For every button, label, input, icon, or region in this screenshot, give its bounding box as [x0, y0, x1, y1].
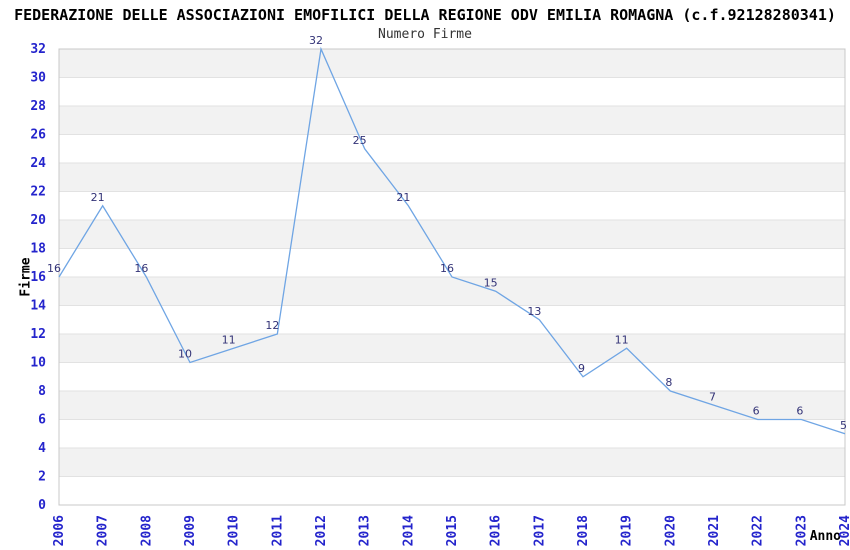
data-point-label: 12 [265, 319, 279, 332]
x-tick-label: 2015 [445, 515, 460, 546]
x-tick-label: 2022 [751, 515, 766, 546]
data-point-label: 8 [665, 376, 672, 389]
x-tick-label: 2009 [183, 515, 198, 546]
x-tick-label: 2023 [794, 515, 809, 546]
y-tick-label: 10 [30, 356, 46, 371]
data-point-label: 25 [353, 134, 367, 147]
data-point-label: 6 [753, 405, 760, 418]
plot-band [59, 277, 845, 306]
y-tick-label: 28 [30, 99, 46, 114]
x-tick-label: 2013 [358, 515, 373, 546]
x-tick-label: 2016 [489, 515, 504, 546]
data-point-label: 7 [709, 390, 716, 403]
data-point-label: 21 [396, 191, 410, 204]
data-point-label: 10 [178, 348, 192, 361]
y-tick-label: 32 [30, 42, 46, 57]
data-point-label: 16 [134, 262, 148, 275]
y-tick-label: 14 [30, 299, 46, 314]
data-point-label: 15 [484, 276, 498, 289]
x-tick-label: 2014 [401, 515, 416, 546]
x-tick-label: 2021 [707, 515, 722, 546]
data-point-label: 13 [527, 305, 541, 318]
chart-title: FEDERAZIONE DELLE ASSOCIAZIONI EMOFILICI… [14, 6, 836, 24]
data-point-label: 6 [796, 405, 803, 418]
x-tick-label: 2024 [838, 515, 850, 546]
data-point-label: 9 [578, 362, 585, 375]
x-tick-label: 2020 [663, 515, 678, 546]
y-tick-label: 26 [30, 128, 46, 143]
y-tick-label: 16 [30, 270, 46, 285]
plot-band [59, 220, 845, 249]
plot-band [59, 49, 845, 78]
x-tick-label: 2007 [96, 515, 111, 546]
data-point-label: 21 [91, 191, 105, 204]
y-tick-label: 18 [30, 242, 46, 257]
x-tick-label: 2008 [139, 515, 154, 546]
x-tick-label: 2018 [576, 515, 591, 546]
x-tick-label: 2012 [314, 515, 329, 546]
x-tick-label: 2017 [532, 515, 547, 546]
x-tick-label: 2019 [620, 515, 635, 546]
data-point-label: 11 [222, 333, 236, 346]
plot-band [59, 106, 845, 135]
y-tick-label: 22 [30, 185, 46, 200]
y-tick-label: 0 [38, 498, 46, 513]
y-tick-label: 30 [30, 71, 46, 86]
x-axis-title: Anno [809, 529, 841, 544]
y-tick-label: 24 [30, 156, 46, 171]
x-tick-label: 2006 [52, 515, 67, 546]
data-point-label: 16 [47, 262, 61, 275]
y-tick-label: 8 [38, 384, 46, 399]
y-tick-label: 12 [30, 327, 46, 342]
plot-band [59, 448, 845, 477]
y-tick-label: 20 [30, 213, 46, 228]
data-point-label: 5 [840, 419, 847, 432]
plot-band [59, 334, 845, 363]
data-point-label: 16 [440, 262, 454, 275]
y-tick-label: 6 [38, 413, 46, 428]
data-point-label: 11 [615, 333, 629, 346]
y-tick-label: 4 [38, 441, 46, 456]
y-tick-label: 2 [38, 470, 46, 485]
chart-subtitle: Numero Firme [378, 27, 472, 42]
plot-band [59, 391, 845, 420]
data-point-label: 32 [309, 34, 323, 47]
x-tick-label: 2011 [270, 515, 285, 546]
plot-band [59, 163, 845, 192]
data-line [58, 46, 846, 435]
x-tick-label: 2010 [227, 515, 242, 546]
